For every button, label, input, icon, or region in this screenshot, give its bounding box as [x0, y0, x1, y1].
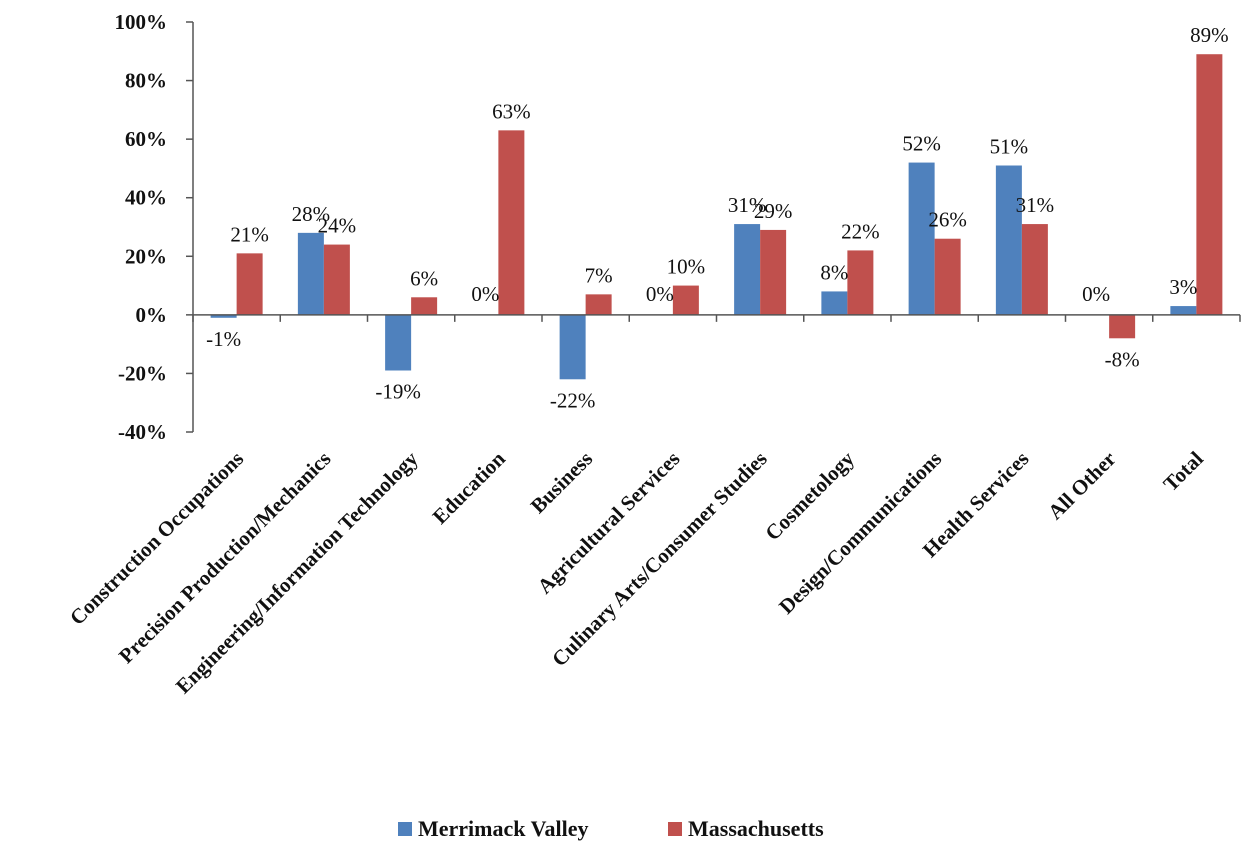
- bar-merrimack-valley: [559, 314, 586, 380]
- bar-massachusetts: [1196, 54, 1223, 315]
- data-label: 21%: [230, 222, 269, 246]
- data-label: 31%: [1016, 193, 1055, 217]
- data-label: -19%: [375, 380, 421, 404]
- category-label: Education: [428, 446, 510, 528]
- bar-merrimack-valley: [821, 291, 848, 315]
- data-label: -1%: [206, 327, 241, 351]
- y-tick-label: -40%: [118, 420, 167, 444]
- data-label: 89%: [1190, 23, 1229, 47]
- legend-label: Merrimack Valley: [418, 816, 588, 841]
- data-label: 29%: [754, 199, 793, 223]
- y-tick-label: 80%: [125, 69, 167, 93]
- bar-massachusetts: [411, 297, 438, 315]
- legend: Merrimack Valley Massachusetts: [398, 816, 824, 841]
- bar-massachusetts: [934, 238, 961, 315]
- data-label: 63%: [492, 99, 531, 123]
- data-label: 3%: [1169, 275, 1197, 299]
- data-label: 10%: [667, 255, 706, 279]
- bar-merrimack-valley: [1170, 306, 1197, 315]
- data-label: -8%: [1105, 347, 1140, 371]
- category-label: All Other: [1043, 447, 1121, 525]
- data-label: 6%: [410, 266, 438, 290]
- data-label: 22%: [841, 219, 880, 243]
- y-tick-label: 100%: [115, 10, 168, 34]
- y-tick-label: 0%: [136, 303, 168, 327]
- y-tick-label: -20%: [118, 361, 167, 385]
- y-tick-label: 40%: [125, 186, 167, 210]
- x-axis: [192, 314, 1241, 322]
- data-label: 0%: [471, 282, 499, 306]
- bar-merrimack-valley: [908, 162, 935, 315]
- category-label: Total: [1158, 446, 1208, 496]
- y-tick-label: 20%: [125, 244, 167, 268]
- data-label: 51%: [990, 135, 1029, 159]
- data-label: 26%: [928, 208, 967, 232]
- data-label: -22%: [550, 388, 596, 412]
- data-label: 28%: [292, 202, 331, 226]
- data-label: 31%: [728, 193, 767, 217]
- bars: [210, 54, 1223, 380]
- data-label: 24%: [318, 214, 357, 238]
- legend-label: Massachusetts: [688, 816, 824, 841]
- bar-merrimack-valley: [734, 224, 761, 315]
- bar-massachusetts: [498, 130, 525, 315]
- category-label: Design/Communications: [774, 447, 946, 619]
- bar-massachusetts: [236, 253, 263, 315]
- legend-swatch: [398, 822, 412, 836]
- bar-massachusetts: [1021, 224, 1048, 315]
- bar-merrimack-valley: [210, 314, 237, 318]
- data-label: 7%: [585, 263, 613, 287]
- bar-merrimack-valley: [385, 314, 412, 371]
- category-label: Construction Occupations: [65, 447, 248, 630]
- data-label: 0%: [1082, 282, 1110, 306]
- bar-massachusetts: [323, 244, 350, 315]
- y-tick-label: 60%: [125, 127, 167, 151]
- data-labels: -1%21%28%24%-19%6%0%63%-22%7%0%10%31%29%…: [206, 23, 1229, 412]
- bar-massachusetts: [847, 250, 874, 315]
- bar-massachusetts: [672, 285, 699, 315]
- bar-merrimack-valley: [297, 232, 324, 315]
- data-label: 0%: [646, 282, 674, 306]
- data-label: 52%: [902, 132, 941, 156]
- bar-massachusetts: [1109, 314, 1136, 339]
- bar-merrimack-valley: [995, 165, 1022, 315]
- data-label: 8%: [820, 260, 848, 284]
- bar-massachusetts: [760, 229, 787, 315]
- category-label: Business: [526, 447, 597, 518]
- category-label: Agricultural Services: [533, 447, 685, 599]
- y-axis: -40% -20% 0% 20% 40% 60% 80% 100%: [115, 10, 194, 444]
- bar-massachusetts: [585, 294, 612, 315]
- legend-swatch: [668, 822, 682, 836]
